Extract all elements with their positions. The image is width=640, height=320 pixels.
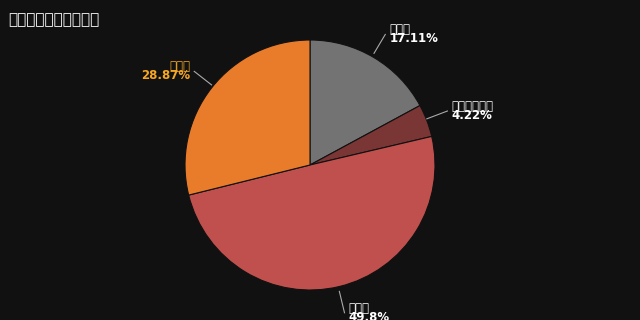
Wedge shape (310, 40, 420, 165)
Wedge shape (185, 40, 310, 195)
Text: 28.87%: 28.87% (141, 69, 190, 82)
Text: 八层及以上板: 八层及以上板 (451, 100, 493, 113)
Wedge shape (310, 106, 432, 165)
Text: 报告期各业务收入占比: 报告期各业务收入占比 (8, 12, 99, 27)
Text: 四层板: 四层板 (349, 302, 369, 315)
Text: 4.22%: 4.22% (451, 109, 492, 122)
Text: 六层板: 六层板 (389, 23, 410, 36)
Text: 49.8%: 49.8% (349, 311, 390, 320)
Text: 17.11%: 17.11% (389, 32, 438, 45)
Wedge shape (189, 136, 435, 290)
Text: 双面板: 双面板 (169, 60, 190, 73)
